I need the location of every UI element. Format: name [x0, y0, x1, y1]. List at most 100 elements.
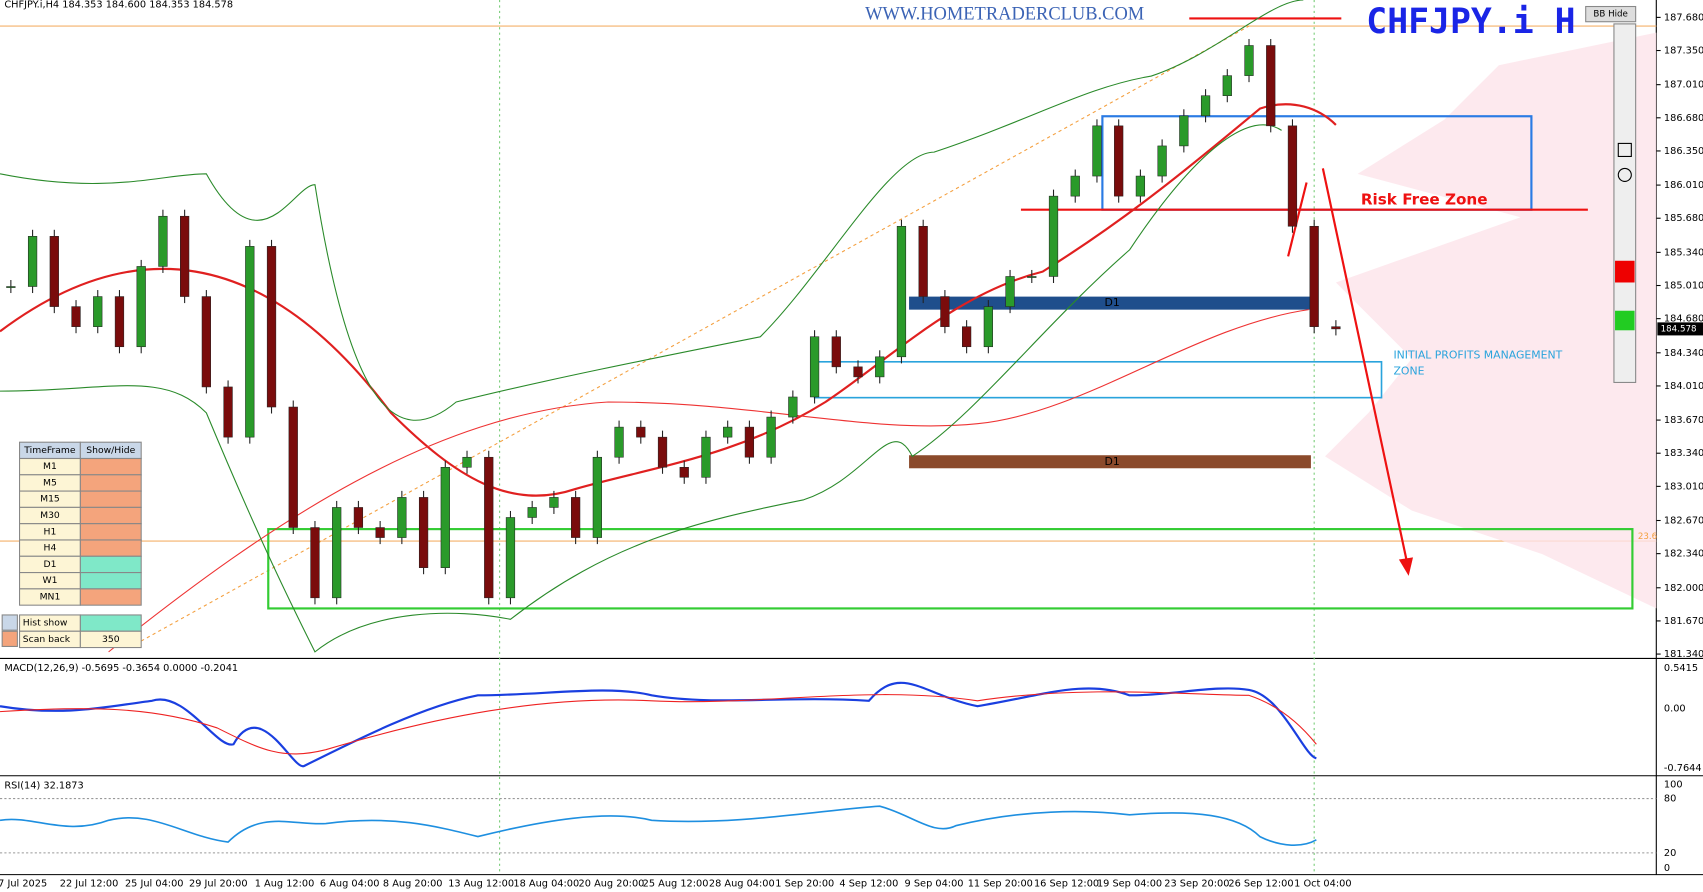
candle [1331, 326, 1341, 330]
candle [288, 406, 298, 528]
candle [1135, 175, 1146, 197]
candle [332, 507, 342, 599]
candle [1179, 115, 1189, 147]
candle [1092, 125, 1102, 177]
tf-toggle[interactable] [79, 555, 142, 574]
annotation: ZONE [1393, 365, 1424, 378]
tf-label: H4 [44, 543, 57, 554]
zone-label: D1 [1105, 296, 1120, 309]
tf-toggle[interactable] [79, 539, 142, 557]
hist-toggle[interactable] [79, 614, 142, 632]
tf-toggle[interactable] [79, 572, 142, 590]
candle [158, 215, 168, 267]
candle [310, 527, 320, 599]
color-button[interactable] [1615, 260, 1635, 283]
price-label: 184.010 [1664, 381, 1703, 392]
candle [27, 236, 38, 287]
candle [1200, 95, 1211, 117]
trend-line [140, 25, 1250, 642]
candle [766, 416, 776, 458]
candle [896, 225, 907, 358]
price-label: 181.670 [1664, 616, 1703, 627]
bb-button[interactable] [1585, 5, 1637, 23]
tf-label: D1 [43, 559, 56, 570]
time-label: 1 Oct 04:00 [1294, 878, 1351, 889]
candle [1027, 276, 1037, 278]
time-label: 26 Sep 12:00 [1228, 878, 1293, 889]
tf-toggle[interactable] [79, 588, 142, 606]
tf-toggle[interactable] [79, 474, 142, 492]
time-label: 8 Aug 20:00 [383, 878, 443, 889]
time-label: 19 Sep 04:00 [1097, 878, 1162, 889]
price-label: 187.350 [1664, 46, 1703, 57]
rsi-tick: 20 [1664, 848, 1676, 859]
price-label: 182.670 [1664, 515, 1703, 526]
hist-label: Hist show [23, 618, 68, 629]
scan-value-cell[interactable] [79, 630, 142, 649]
bb-button-label[interactable]: BB Hide [1593, 10, 1627, 20]
tf-toggle[interactable] [79, 490, 142, 508]
tf-label: M1 [43, 461, 57, 472]
candle [744, 426, 755, 458]
projection-arrow [1321, 168, 1409, 566]
candle [201, 296, 211, 388]
tf-toggle[interactable] [79, 457, 142, 476]
bollinger-lower [0, 124, 1282, 653]
price-label: 185.010 [1664, 281, 1703, 292]
candle [1157, 145, 1167, 177]
annotation: Risk Free Zone [1361, 190, 1488, 208]
hist-icon[interactable] [1, 614, 18, 631]
candle [245, 246, 255, 438]
time-label: 23 Sep 20:00 [1164, 878, 1229, 889]
candle [875, 356, 885, 378]
candle [440, 467, 450, 568]
tf-toggle[interactable] [79, 523, 142, 541]
time-label: 18 Aug 04:00 [513, 878, 579, 889]
time-label: 11 Sep 20:00 [968, 878, 1033, 889]
zone-label: D1 [1105, 455, 1120, 468]
signal-line [0, 691, 1317, 755]
d1-zone [909, 455, 1311, 469]
ui-layer: 187.680 187.350 187.010 186.680 186.350 186.0… [0, 12, 1703, 889]
candle [614, 426, 624, 458]
ellipse-tool[interactable] [1617, 167, 1632, 182]
price-label: 182.000 [1664, 583, 1703, 594]
rsi-tick: 100 [1664, 779, 1683, 790]
time-label: 9 Sep 04:00 [905, 878, 964, 889]
candle [701, 436, 711, 478]
macd-tick: -0.7644 [1664, 763, 1702, 774]
candle [527, 507, 537, 518]
candles [6, 38, 1341, 605]
tf-toggle[interactable] [79, 506, 142, 525]
candle [375, 527, 385, 538]
macd-label: MACD(12,26,9) -0.5695 -0.3654 0.0000 -0.… [4, 663, 238, 674]
candle [657, 436, 668, 468]
rsi-tick: 0 [1664, 863, 1670, 874]
scan-icon[interactable] [1, 630, 18, 647]
time-label: 16 Sep 12:00 [1034, 878, 1099, 889]
candle [723, 426, 733, 438]
current-price: 184.578 [1661, 324, 1697, 334]
candle [788, 396, 798, 418]
candle [71, 306, 81, 327]
price-label: 187.680 [1664, 12, 1703, 23]
time-label: 6 Aug 04:00 [320, 878, 380, 889]
price-label: 184.340 [1664, 348, 1703, 359]
candle [1114, 125, 1124, 197]
candle [1266, 45, 1276, 127]
symbol-info: CHFJPY.i,H4 184.353 184.600 184.353 184.… [4, 0, 233, 10]
scan-value: 350 [102, 634, 120, 645]
rect-tool[interactable] [1617, 142, 1632, 157]
candle [6, 286, 16, 288]
time-label: 1 Aug 12:00 [255, 878, 315, 889]
candle [831, 336, 841, 368]
candle [1287, 125, 1298, 227]
moving-average-slow [108, 309, 1309, 653]
annotation: INITIAL PROFITS MANAGEMENT [1393, 348, 1562, 361]
timer-button[interactable] [1615, 310, 1635, 331]
macd-line [0, 681, 1317, 768]
tf-label: M15 [40, 494, 60, 505]
candle [549, 497, 559, 508]
